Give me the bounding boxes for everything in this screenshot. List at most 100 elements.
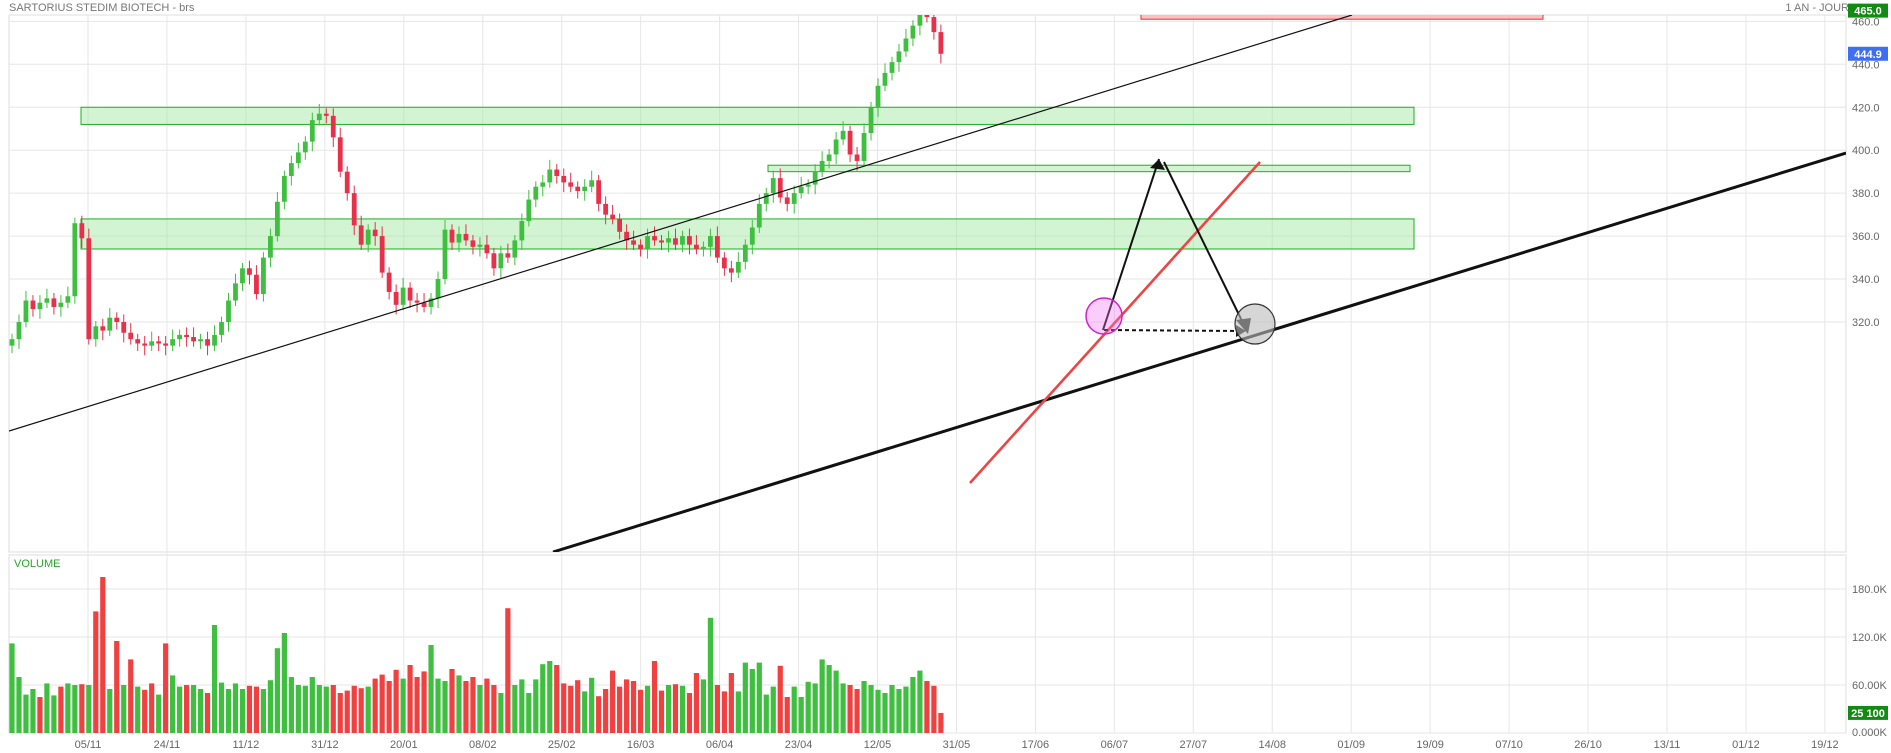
candle bbox=[777, 168, 783, 203]
volume-bar bbox=[854, 689, 860, 733]
volume-bar bbox=[603, 689, 609, 733]
candle-body bbox=[372, 229, 378, 237]
candle-body bbox=[149, 341, 155, 346]
candle bbox=[526, 189, 532, 227]
volume-bar bbox=[931, 685, 937, 733]
candle-body bbox=[617, 218, 623, 232]
candle-body bbox=[694, 244, 699, 249]
candle bbox=[770, 170, 776, 203]
candle bbox=[205, 331, 210, 356]
volume-bar bbox=[260, 689, 267, 733]
candle bbox=[268, 228, 273, 268]
candle bbox=[254, 265, 259, 300]
date-tick-label: 01/12 bbox=[1732, 739, 1760, 751]
candle-body bbox=[72, 223, 78, 297]
volume-bar bbox=[924, 681, 930, 733]
candle bbox=[659, 235, 664, 251]
volume-bar bbox=[617, 686, 623, 733]
volume-bar bbox=[498, 693, 504, 733]
candle-body bbox=[484, 244, 490, 254]
price-panel-frame bbox=[8, 14, 1847, 553]
volume-bar bbox=[253, 686, 260, 733]
candle-body bbox=[261, 257, 266, 295]
volume-bar bbox=[763, 694, 769, 733]
volume-bar bbox=[463, 681, 469, 733]
volume-bar bbox=[672, 684, 679, 733]
candle bbox=[156, 335, 162, 351]
volume-bar bbox=[540, 664, 546, 733]
candle bbox=[177, 329, 183, 347]
candle bbox=[561, 168, 567, 193]
candle-body bbox=[854, 154, 860, 161]
candle bbox=[833, 131, 839, 165]
volume-bar bbox=[184, 685, 190, 733]
volume-bar bbox=[121, 685, 127, 733]
candle bbox=[149, 331, 155, 351]
volume-bar bbox=[428, 645, 434, 733]
candle bbox=[749, 219, 755, 255]
volume-bar bbox=[910, 677, 916, 733]
candle-body bbox=[344, 171, 350, 194]
candle bbox=[596, 174, 602, 212]
candle bbox=[903, 28, 909, 57]
candle-body bbox=[219, 322, 224, 335]
volume-bar bbox=[805, 681, 811, 733]
candle bbox=[442, 219, 448, 285]
candle bbox=[826, 149, 832, 169]
candle-body bbox=[44, 298, 50, 303]
candle-body bbox=[798, 186, 804, 194]
candle bbox=[631, 230, 636, 251]
candle bbox=[512, 235, 518, 266]
candle bbox=[638, 239, 643, 257]
date-tick-label: 14/08 bbox=[1258, 739, 1286, 751]
date-tick-label: 11/12 bbox=[233, 739, 260, 751]
candle-body bbox=[330, 115, 336, 138]
candle bbox=[23, 290, 29, 328]
candle bbox=[554, 164, 560, 184]
volume-bar bbox=[840, 683, 846, 733]
volume-bar bbox=[784, 697, 790, 733]
date-tick-label: 23/04 bbox=[785, 739, 813, 751]
candle bbox=[351, 185, 357, 236]
candle-body bbox=[610, 214, 616, 219]
price-tick-label: 340.0 bbox=[1852, 274, 1880, 286]
volume-bar bbox=[400, 678, 406, 733]
candle-body bbox=[882, 72, 888, 86]
candle-body bbox=[100, 326, 106, 331]
volume-bar bbox=[309, 677, 315, 733]
volume-bar bbox=[274, 648, 280, 733]
volume-bar bbox=[819, 659, 825, 733]
volume-bar bbox=[700, 679, 707, 733]
candle-body bbox=[819, 160, 825, 172]
candle-body bbox=[93, 326, 99, 340]
candle-body bbox=[156, 341, 162, 344]
candle-body bbox=[826, 154, 832, 161]
volume-bar bbox=[568, 685, 574, 733]
candle-body bbox=[247, 268, 252, 275]
candle-body bbox=[268, 236, 273, 258]
candle bbox=[470, 235, 476, 255]
candle-body bbox=[233, 283, 238, 301]
volume-bar bbox=[37, 697, 43, 733]
volume-bar bbox=[456, 675, 462, 733]
volume-bar bbox=[554, 665, 560, 733]
volume-bar bbox=[798, 697, 804, 733]
candle bbox=[889, 56, 895, 81]
candle-body bbox=[512, 240, 518, 258]
candle bbox=[798, 177, 804, 199]
volume-bar bbox=[561, 683, 567, 733]
candle bbox=[407, 282, 413, 309]
volume-bar bbox=[896, 689, 902, 733]
candle-body bbox=[428, 298, 434, 307]
candle-body bbox=[128, 332, 134, 340]
volume-bar bbox=[177, 686, 183, 733]
axes: 320.0 340.0 360.0 380.0 400.0 420.0 440.0 460.0… bbox=[75, 3, 1888, 751]
price-badge bbox=[1848, 46, 1888, 61]
volume-bar bbox=[938, 712, 944, 733]
volume-bar bbox=[421, 671, 427, 733]
volume-bar bbox=[833, 670, 839, 733]
candle bbox=[330, 108, 336, 147]
date-tick-label: 19/12 bbox=[1811, 739, 1839, 751]
volume-bar bbox=[449, 669, 455, 733]
